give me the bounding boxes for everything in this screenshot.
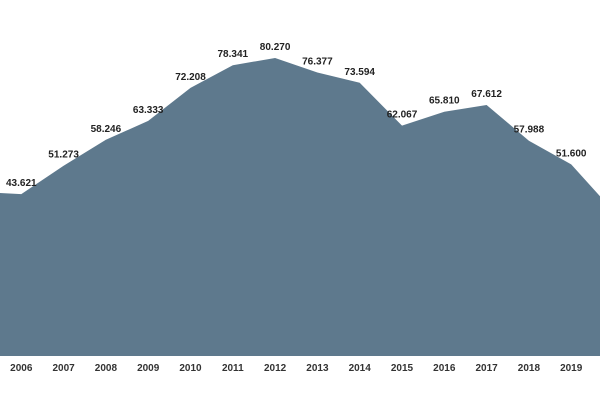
data-labels: 43.621 51.273 58.246 63.333 72.208 78.341 80.2… (6, 42, 587, 189)
x-axis-ticks: 2006 2007 2008 2009 2010 2011 2012 2013 2014 2015… (10, 363, 583, 374)
x-tick-label: 2010 (179, 363, 202, 374)
x-tick-label: 2008 (95, 363, 118, 374)
area-series (0, 58, 600, 356)
data-label: 51.600 (556, 148, 587, 159)
data-label: 73.594 (344, 67, 375, 78)
x-tick-label: 2013 (306, 363, 329, 374)
x-tick-label: 2019 (560, 363, 583, 374)
data-label: 65.810 (429, 96, 460, 107)
data-label: 57.988 (514, 125, 545, 136)
data-label: 67.612 (471, 89, 502, 100)
x-tick-label: 2012 (264, 363, 287, 374)
x-tick-label: 2016 (433, 363, 456, 374)
data-label: 62.067 (387, 110, 418, 121)
data-label: 80.270 (260, 42, 291, 53)
data-label: 63.333 (133, 105, 164, 116)
data-label: 72.208 (175, 72, 206, 83)
x-tick-label: 2006 (10, 363, 33, 374)
x-tick-label: 2007 (52, 363, 75, 374)
data-label: 51.273 (48, 150, 79, 161)
x-tick-label: 2017 (475, 363, 498, 374)
data-label: 76.377 (302, 57, 333, 68)
data-label: 78.341 (218, 49, 249, 60)
data-label: 58.246 (91, 124, 122, 135)
x-tick-label: 2011 (222, 363, 244, 374)
x-tick-label: 2015 (391, 363, 414, 374)
x-tick-label: 2014 (349, 363, 372, 374)
x-tick-label: 2009 (137, 363, 160, 374)
data-label: 43.621 (6, 178, 37, 189)
x-tick-label: 2018 (518, 363, 541, 374)
